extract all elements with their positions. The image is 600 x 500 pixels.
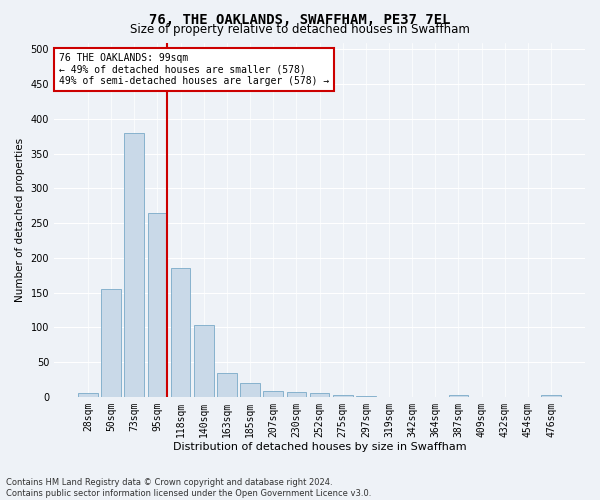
Bar [124, 133, 144, 397]
Bar [263, 390, 283, 397]
Bar [541, 394, 561, 397]
Text: Contains HM Land Registry data © Crown copyright and database right 2024.
Contai: Contains HM Land Registry data © Crown c… [6, 478, 371, 498]
Bar [356, 396, 376, 397]
Bar [171, 268, 190, 397]
Text: Size of property relative to detached houses in Swaffham: Size of property relative to detached ho… [130, 22, 470, 36]
Bar [310, 394, 329, 397]
Bar [217, 372, 237, 397]
Bar [287, 392, 306, 397]
Text: 76, THE OAKLANDS, SWAFFHAM, PE37 7EL: 76, THE OAKLANDS, SWAFFHAM, PE37 7EL [149, 12, 451, 26]
Y-axis label: Number of detached properties: Number of detached properties [15, 138, 25, 302]
Bar [449, 394, 468, 397]
Bar [240, 383, 260, 397]
Bar [194, 326, 214, 397]
X-axis label: Distribution of detached houses by size in Swaffham: Distribution of detached houses by size … [173, 442, 466, 452]
Bar [78, 394, 98, 397]
Text: 76 THE OAKLANDS: 99sqm
← 49% of detached houses are smaller (578)
49% of semi-de: 76 THE OAKLANDS: 99sqm ← 49% of detached… [59, 53, 329, 86]
Bar [101, 289, 121, 397]
Bar [333, 394, 353, 397]
Bar [148, 212, 167, 397]
